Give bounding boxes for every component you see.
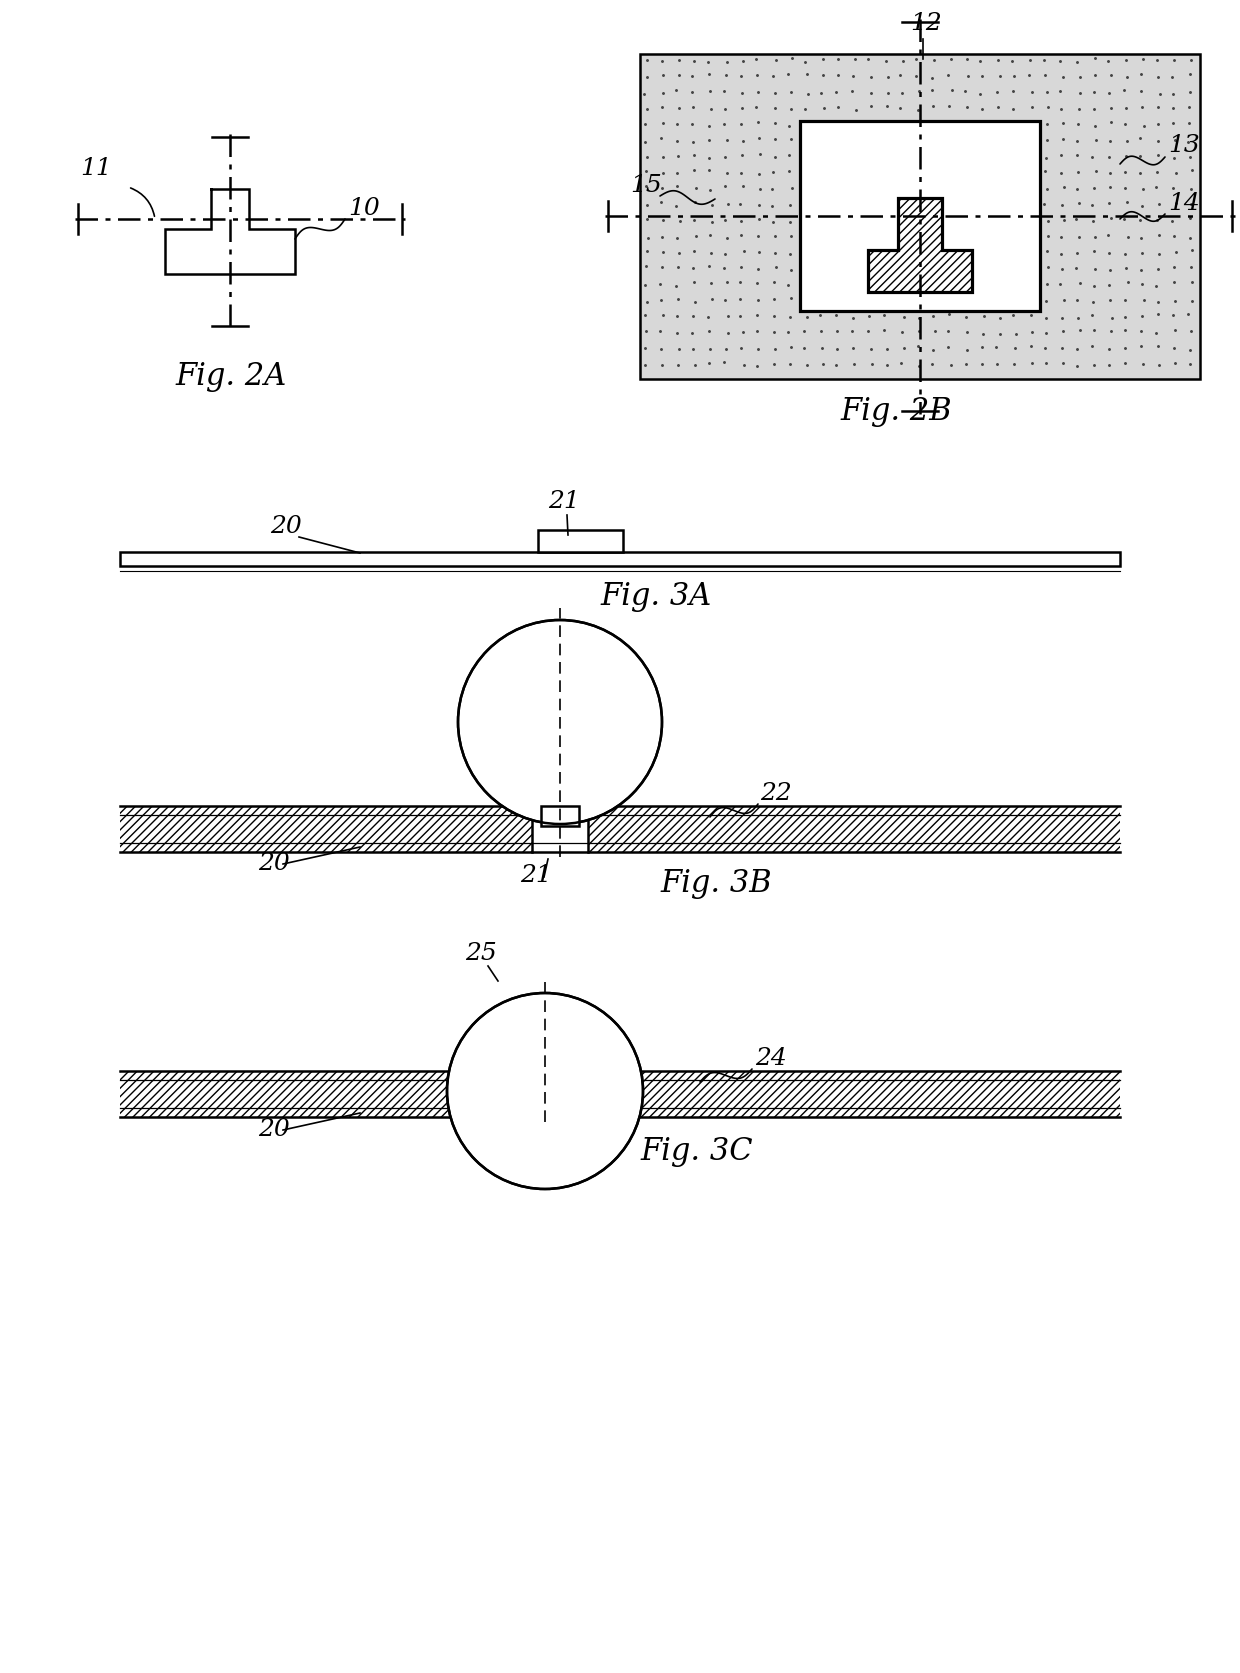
Circle shape	[446, 994, 644, 1190]
Bar	[800, 122, 1040, 311]
Text: 11: 11	[81, 157, 112, 181]
Text: Fig. 2A: Fig. 2A	[175, 361, 286, 391]
Text: 20: 20	[258, 1118, 290, 1141]
Circle shape	[449, 995, 641, 1188]
Text: Fig. 3C: Fig. 3C	[640, 1136, 753, 1166]
Text: 21: 21	[520, 863, 552, 887]
Text: 22: 22	[760, 781, 792, 805]
Polygon shape	[510, 1049, 580, 1071]
Text: Fig. 3A: Fig. 3A	[600, 581, 712, 612]
Text: Fig. 3B: Fig. 3B	[660, 868, 771, 898]
Bar	[120, 806, 532, 853]
Bar	[120, 552, 1120, 567]
Bar	[640, 55, 1200, 380]
Text: Fig. 2B: Fig. 2B	[839, 397, 951, 427]
Text: 21: 21	[490, 1129, 522, 1153]
Text: 13: 13	[1168, 134, 1200, 157]
Bar	[588, 806, 1120, 853]
Polygon shape	[868, 199, 972, 293]
Text: 14: 14	[1168, 192, 1200, 214]
Circle shape	[460, 622, 660, 823]
Circle shape	[458, 621, 662, 825]
Bar	[541, 806, 579, 826]
Text: 21: 21	[548, 490, 580, 512]
Text: 15: 15	[630, 174, 662, 197]
Text: 20: 20	[258, 852, 290, 875]
Text: 10: 10	[348, 197, 379, 219]
Text: 25: 25	[465, 942, 497, 964]
Bar	[120, 1071, 513, 1118]
Bar	[577, 1071, 1120, 1118]
Text: 23: 23	[467, 676, 500, 699]
Text: 24: 24	[755, 1046, 786, 1069]
Text: 12: 12	[910, 12, 941, 35]
Bar	[538, 530, 622, 552]
Text: 20: 20	[270, 515, 301, 537]
